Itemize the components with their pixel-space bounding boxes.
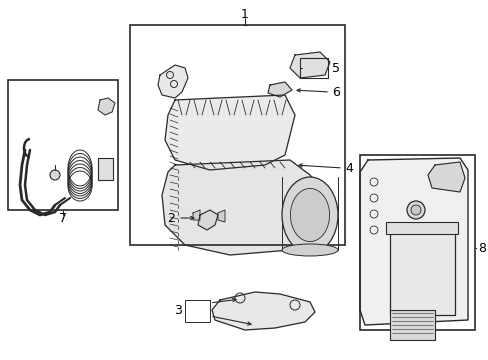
Polygon shape xyxy=(289,52,329,78)
Polygon shape xyxy=(198,210,218,230)
Bar xyxy=(8,80,118,210)
Circle shape xyxy=(50,170,60,180)
Polygon shape xyxy=(427,162,464,192)
Polygon shape xyxy=(98,98,115,115)
Polygon shape xyxy=(359,158,467,325)
Bar xyxy=(184,300,209,322)
Text: 1: 1 xyxy=(241,8,248,21)
Polygon shape xyxy=(212,292,314,330)
Circle shape xyxy=(410,205,420,215)
Text: 6: 6 xyxy=(331,85,339,99)
Polygon shape xyxy=(158,65,187,98)
Circle shape xyxy=(406,201,424,219)
Text: 8: 8 xyxy=(477,242,485,255)
Polygon shape xyxy=(267,82,291,97)
Polygon shape xyxy=(164,95,294,170)
Text: 2: 2 xyxy=(167,211,175,225)
Bar xyxy=(385,222,457,234)
Text: 3: 3 xyxy=(174,305,182,318)
Ellipse shape xyxy=(282,177,337,253)
Text: 5: 5 xyxy=(331,62,339,75)
Bar xyxy=(130,25,345,245)
Bar xyxy=(389,310,434,340)
Bar xyxy=(98,158,113,180)
Text: 4: 4 xyxy=(345,162,352,175)
Text: 7: 7 xyxy=(59,211,67,225)
Ellipse shape xyxy=(282,244,337,256)
Bar xyxy=(299,58,327,78)
Bar xyxy=(389,230,454,315)
Polygon shape xyxy=(193,210,200,220)
Bar xyxy=(359,155,474,330)
Polygon shape xyxy=(218,210,224,222)
Polygon shape xyxy=(162,160,329,255)
Ellipse shape xyxy=(290,188,329,242)
